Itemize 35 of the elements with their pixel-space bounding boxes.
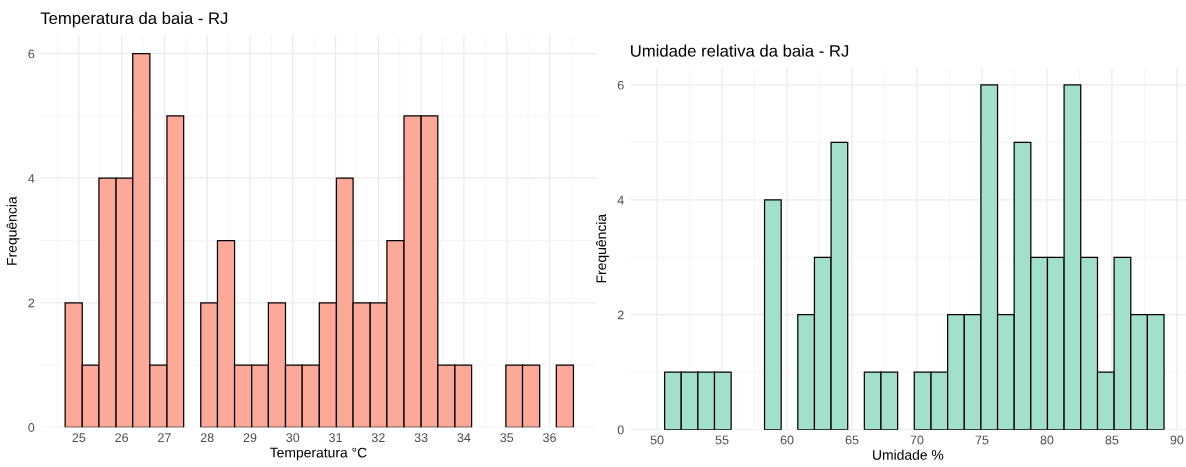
x-tick-label: 28 — [200, 433, 214, 443]
x-tick-label: 26 — [115, 433, 129, 443]
y-tick-label: 2 — [617, 310, 624, 320]
x-tick-label: 50 — [650, 435, 664, 445]
x-tick-label: 55 — [715, 435, 729, 445]
y-axis-title: Frequência — [595, 213, 609, 283]
x-tick-label: 80 — [1040, 435, 1054, 445]
y-tick-label: 4 — [617, 195, 624, 205]
x-tick-label: 75 — [975, 435, 989, 445]
x-tick-label: 36 — [543, 433, 556, 443]
x-axis-title: Temperatura °C — [270, 447, 367, 461]
chart-title: Temperatura da baia - RJ — [40, 11, 228, 28]
x-tick-label: 32 — [371, 433, 385, 443]
y-tick-label: 4 — [28, 174, 35, 183]
x-tick-label: 65 — [845, 435, 859, 445]
x-tick-label: 90 — [1170, 435, 1184, 445]
y-tick-label: 0 — [617, 425, 624, 435]
x-tick-label: 60 — [780, 435, 794, 445]
y-axis-title: Frequência — [6, 196, 20, 265]
x-tick-label: 85 — [1105, 435, 1119, 445]
x-tick-label: 25 — [72, 433, 86, 443]
y-tick-label: 2 — [28, 298, 35, 308]
y-tick-label: 6 — [28, 49, 35, 59]
x-tick-label: 33 — [414, 433, 428, 443]
x-tick-label: 31 — [329, 433, 342, 443]
y-tick-label: 6 — [617, 80, 624, 90]
chart-title: Umidade relativa da baia - RJ — [631, 44, 849, 57]
x-tick-label: 30 — [286, 433, 300, 443]
x-tick-label: 27 — [158, 433, 171, 442]
x-tick-label: 34 — [457, 433, 471, 443]
x-tick-label: 70 — [910, 435, 924, 445]
x-tick-label: 29 — [243, 433, 257, 443]
x-tick-label: 35 — [500, 433, 514, 443]
y-tick-label: 0 — [28, 423, 35, 432]
x-axis-title: Umidade % — [873, 449, 944, 460]
